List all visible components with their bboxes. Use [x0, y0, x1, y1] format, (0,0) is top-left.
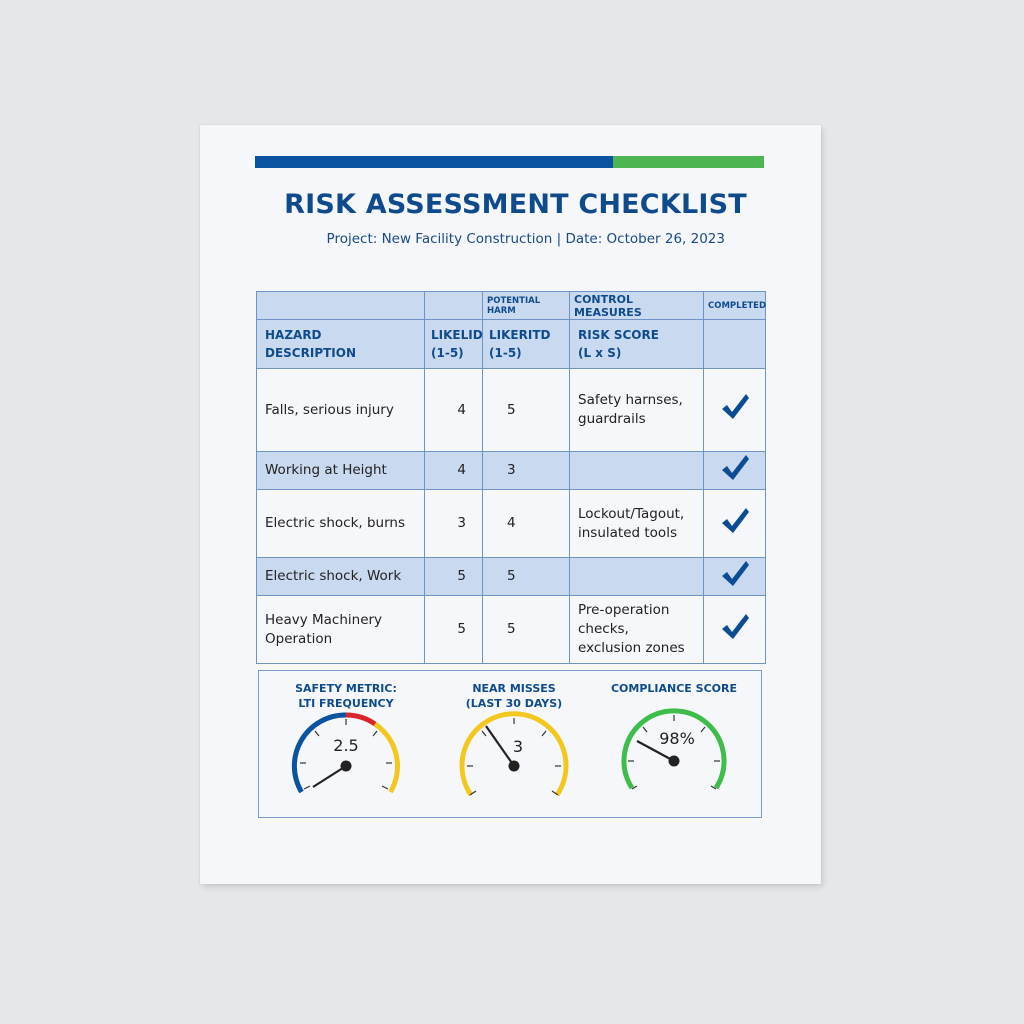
header-completed: COMPLETED	[703, 291, 766, 320]
hazard-cell: Working at Height	[256, 451, 425, 490]
gauge-icon	[291, 712, 400, 794]
table-row: Electric shock, burns 3 4 Lockout/Tagout…	[256, 489, 766, 558]
control-cell	[569, 557, 704, 596]
hazard-cell: Electric shock, burns	[256, 489, 425, 558]
checkmark-icon	[721, 560, 749, 586]
header-color-bar	[255, 156, 764, 168]
table-row: Heavy Machinery Operation 5 5 Pre-operat…	[256, 595, 766, 664]
gauge-lti-frequency: SAFETY METRIC: LTI FREQUENCY	[262, 671, 430, 817]
table-header-row-bottom: HAZARD DESCRIPTION LIKELID (1-5) LIKERIT…	[256, 319, 766, 369]
likelihood-cell: 5	[424, 557, 483, 596]
checkmark-icon	[721, 454, 749, 480]
hazard-cell: Electric shock, Work	[256, 557, 425, 596]
control-cell: Lockout/Tagout, insulated tools	[569, 489, 704, 558]
gauge-label: COMPLIANCE SCORE	[610, 682, 737, 695]
checkmark-icon	[721, 507, 749, 533]
completed-cell[interactable]	[703, 595, 766, 664]
likelihood-cell: 4	[424, 368, 483, 452]
control-cell: Pre-operation checks, exclusion zones	[569, 595, 704, 664]
gauge-value: 2.5	[333, 736, 359, 755]
severity-cell: 5	[482, 595, 570, 664]
header-empty	[703, 319, 766, 369]
document-subtitle: Project: New Facility Construction | Dat…	[326, 231, 725, 247]
control-cell	[569, 451, 704, 490]
gauge-near-misses: NEAR MISSES (LAST 30 DAYS)	[430, 671, 598, 817]
completed-cell[interactable]	[703, 451, 766, 490]
control-cell: Safety harnses, guardrails	[569, 368, 704, 452]
severity-cell: 3	[482, 451, 570, 490]
header-bar-blue	[255, 156, 613, 168]
gauge-icon	[459, 711, 569, 797]
table-row: Falls, serious injury 4 5 Safety harnses…	[256, 368, 766, 452]
header-likelihood: LIKELID (1-5)	[424, 319, 483, 369]
table-row: Working at Height 4 3	[256, 451, 766, 490]
header-control-measures: CONTROL MEASURES	[569, 291, 704, 320]
likelihood-cell: 5	[424, 595, 483, 664]
table-header-row-top: POTENTIAL HARM CONTROL MEASURES COMPLETE…	[256, 291, 766, 320]
gauge-value: 98%	[659, 729, 695, 748]
completed-cell[interactable]	[703, 557, 766, 596]
severity-cell: 4	[482, 489, 570, 558]
completed-cell[interactable]	[703, 368, 766, 452]
severity-cell: 5	[482, 368, 570, 452]
likelihood-cell: 3	[424, 489, 483, 558]
table-row: Electric shock, Work 5 5	[256, 557, 766, 596]
document-title: RISK ASSESSMENT CHECKLIST	[284, 189, 747, 220]
checkmark-icon	[721, 613, 749, 639]
likelihood-cell: 4	[424, 451, 483, 490]
header-risk-score: RISK SCORE (L x S)	[569, 319, 704, 369]
header-severity: LIKERITD (1-5)	[482, 319, 570, 369]
safety-metrics-panel: SAFETY METRIC: LTI FREQUENCY	[258, 670, 762, 818]
header-hazard-description: HAZARD DESCRIPTION	[256, 319, 425, 369]
gauge-label: SAFETY METRIC: LTI FREQUENCY	[295, 682, 397, 710]
completed-cell[interactable]	[703, 489, 766, 558]
hazard-cell: Heavy Machinery Operation	[256, 595, 425, 664]
checkmark-icon	[721, 394, 749, 419]
severity-cell: 5	[482, 557, 570, 596]
hazard-cell: Falls, serious injury	[256, 368, 425, 452]
header-cell	[424, 291, 483, 320]
gauge-value: 3	[512, 737, 524, 756]
header-potential-harm: POTENTIAL HARM	[482, 291, 570, 320]
checklist-paper: RISK ASSESSMENT CHECKLIST Project: New F…	[200, 125, 821, 884]
gauge-compliance-score: COMPLIANCE SCORE	[590, 671, 758, 817]
risk-table: POTENTIAL HARM CONTROL MEASURES COMPLETE…	[256, 291, 766, 664]
gauge-icon	[621, 708, 727, 790]
header-bar-green	[613, 156, 764, 168]
gauge-label: NEAR MISSES (LAST 30 DAYS)	[465, 682, 563, 710]
header-cell	[256, 291, 425, 320]
